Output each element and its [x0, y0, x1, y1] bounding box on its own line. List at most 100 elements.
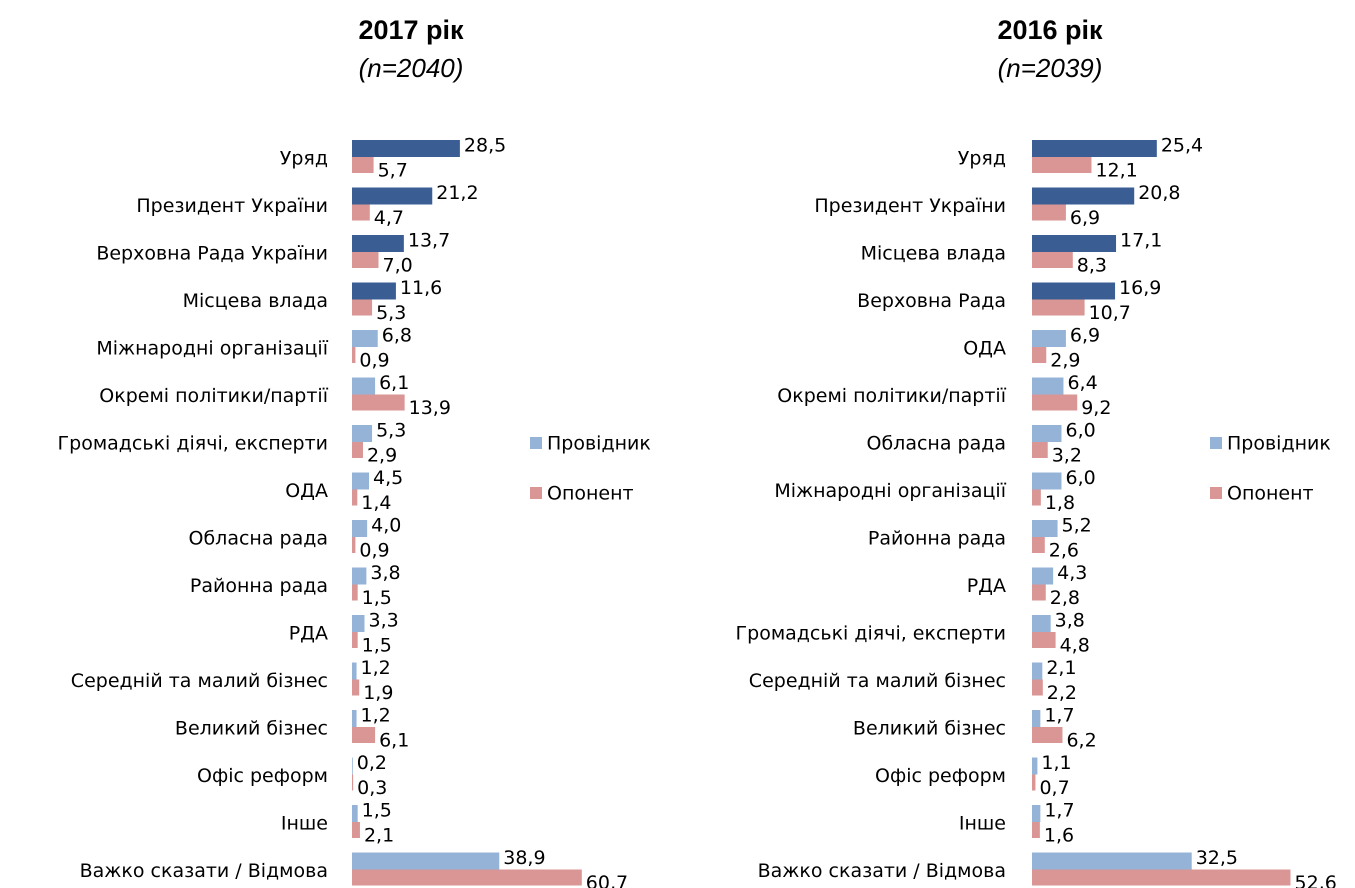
bar — [1032, 282, 1116, 300]
value-label: 28,5 — [464, 135, 506, 157]
category-label: Середній та малий бізнес — [71, 670, 328, 692]
bar — [352, 615, 365, 632]
value-label: 1,2 — [361, 657, 391, 679]
chart-subtitle: (n=2039) — [998, 53, 1103, 83]
bar — [1032, 187, 1135, 205]
bar — [352, 204, 370, 221]
value-label: 60,7 — [586, 872, 628, 888]
value-label: 3,8 — [370, 562, 400, 584]
value-label: 5,2 — [1062, 515, 1092, 537]
bar — [1032, 615, 1051, 632]
bar — [352, 347, 356, 363]
bar — [352, 425, 373, 442]
chart-title: 2016 рік — [997, 15, 1103, 45]
value-label: 6,1 — [379, 730, 409, 752]
value-label: 4,8 — [1060, 635, 1090, 657]
bar — [1032, 727, 1063, 743]
category-label: Уряд — [958, 148, 1006, 170]
value-label: 5,7 — [378, 160, 408, 182]
bar — [352, 187, 433, 205]
bar — [1032, 710, 1041, 727]
bar — [1032, 537, 1045, 553]
bar — [352, 822, 360, 838]
category-label: Окремі політики/партії — [99, 385, 328, 407]
value-label: 1,7 — [1044, 705, 1074, 727]
bar — [352, 377, 376, 395]
category-label: Місцева влада — [861, 243, 1006, 265]
value-label: 3,2 — [1052, 445, 1082, 467]
value-label: 1,7 — [1044, 800, 1074, 822]
bar — [1032, 157, 1092, 173]
category-label: Інше — [959, 813, 1006, 835]
value-label: 4,5 — [373, 467, 403, 489]
bar — [1032, 805, 1041, 822]
category-label: Великий бізнес — [853, 718, 1006, 740]
chart-title: 2017 рік — [358, 15, 464, 45]
value-label: 25,4 — [1161, 135, 1203, 157]
value-label: 6,0 — [1065, 420, 1095, 442]
bar — [1032, 852, 1192, 870]
bar — [352, 330, 378, 347]
bar — [352, 472, 370, 490]
value-label: 1,5 — [362, 635, 392, 657]
bar — [1032, 822, 1040, 838]
bar — [1032, 442, 1048, 458]
value-label: 9,2 — [1081, 397, 1111, 419]
legend-swatch — [1210, 437, 1222, 449]
category-label: Міжнародні організації — [96, 338, 328, 360]
bar — [1032, 235, 1117, 252]
value-label: 20,8 — [1138, 182, 1180, 204]
value-label: 5,3 — [376, 420, 406, 442]
bar — [1032, 330, 1066, 347]
value-label: 2,6 — [1049, 540, 1079, 562]
legend-label: Опонент — [547, 483, 634, 505]
category-label: Великий бізнес — [175, 718, 328, 740]
category-label: Верховна Рада — [857, 290, 1006, 312]
value-label: 0,9 — [359, 540, 389, 562]
category-label: Окремі політики/партії — [777, 385, 1006, 407]
value-label: 3,8 — [1055, 610, 1085, 632]
value-label: 13,7 — [408, 230, 450, 252]
value-label: 4,3 — [1057, 562, 1087, 584]
bar — [1032, 774, 1036, 791]
category-label: Офіс реформ — [875, 765, 1006, 787]
legend-swatch — [1210, 487, 1222, 499]
value-label: 0,9 — [359, 350, 389, 372]
category-label: Інше — [281, 813, 328, 835]
value-label: 21,2 — [436, 182, 478, 204]
bar — [1032, 299, 1085, 316]
category-label: Верховна Рада України — [96, 243, 328, 265]
legend-label: Опонент — [1227, 483, 1314, 505]
bar — [1032, 869, 1291, 886]
bar — [1032, 757, 1038, 775]
bar — [352, 727, 376, 743]
bar — [352, 442, 363, 458]
bar — [1032, 252, 1073, 268]
value-label: 4,7 — [374, 207, 404, 229]
bar — [352, 520, 368, 537]
value-label: 38,9 — [503, 847, 545, 869]
legend-label: Провідник — [547, 433, 651, 455]
bar — [352, 489, 358, 506]
value-label: 6,0 — [1065, 467, 1095, 489]
bar — [1032, 394, 1078, 411]
value-label: 1,5 — [362, 800, 392, 822]
bar — [352, 584, 358, 601]
category-label: Міжнародні організації — [774, 480, 1006, 502]
bar — [352, 632, 358, 648]
bar — [352, 710, 357, 727]
category-label: РДА — [289, 623, 328, 645]
chart-subtitle: (n=2040) — [359, 53, 464, 83]
value-label: 1,6 — [1044, 825, 1074, 847]
value-label: 32,5 — [1196, 847, 1238, 869]
bar — [352, 805, 358, 822]
value-label: 11,6 — [400, 277, 442, 299]
bar — [352, 567, 367, 585]
bar — [352, 662, 357, 680]
value-label: 2,9 — [1050, 350, 1080, 372]
bar — [352, 757, 353, 775]
value-label: 12,1 — [1095, 160, 1137, 182]
bar — [352, 299, 373, 316]
value-label: 6,8 — [382, 325, 412, 347]
